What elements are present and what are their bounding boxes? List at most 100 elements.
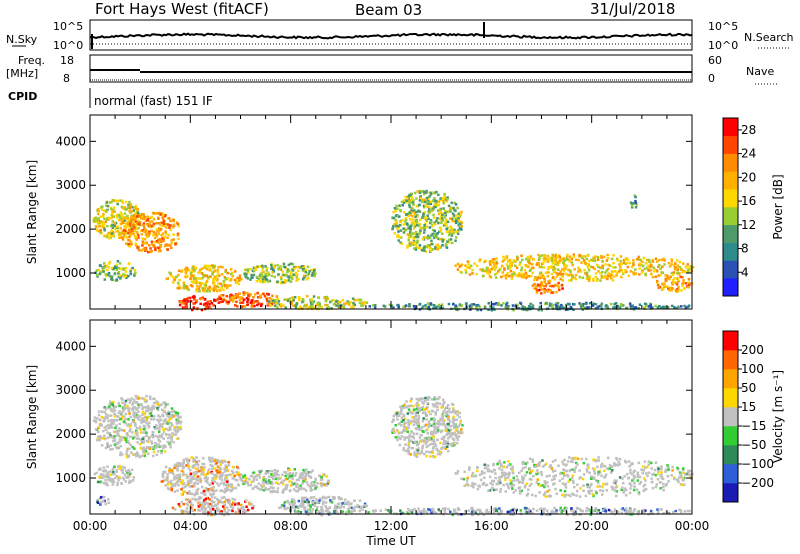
data-cell <box>412 238 415 241</box>
data-cell <box>396 411 400 414</box>
data-cell <box>111 472 114 476</box>
data-cell <box>123 225 126 228</box>
data-cell <box>142 449 145 453</box>
data-cell <box>443 222 447 226</box>
data-cell <box>436 217 439 220</box>
data-cell <box>192 460 195 463</box>
data-cell <box>427 305 430 309</box>
data-cell <box>532 278 536 282</box>
data-cell <box>427 396 431 399</box>
data-cell <box>219 460 223 463</box>
data-cell <box>266 272 269 275</box>
data-cell <box>113 224 116 228</box>
data-cell <box>253 304 256 308</box>
data-cell <box>495 272 499 275</box>
data-cell <box>449 209 452 212</box>
data-cell <box>409 422 412 425</box>
data-cell <box>670 287 674 290</box>
data-cell <box>171 470 174 474</box>
data-cell <box>427 244 430 247</box>
data-cell <box>601 270 604 274</box>
data-cell <box>304 303 307 307</box>
data-cell <box>418 302 422 306</box>
nsearch-tick-top: 10^5 <box>708 20 738 33</box>
data-cell <box>185 304 188 308</box>
data-cell <box>408 303 411 306</box>
data-cell <box>398 443 402 447</box>
data-cell <box>444 442 447 445</box>
data-cell <box>262 489 266 492</box>
data-cell <box>257 277 261 280</box>
data-cell <box>420 451 424 454</box>
data-cell <box>570 257 573 261</box>
data-cell <box>125 242 128 245</box>
data-cell <box>97 426 100 430</box>
data-cell <box>586 263 589 266</box>
data-cell <box>316 303 320 307</box>
data-cell <box>227 464 231 467</box>
data-cell <box>216 471 219 474</box>
data-cell <box>579 304 583 307</box>
data-cell <box>168 467 171 470</box>
data-cell <box>599 266 602 269</box>
data-cell <box>305 500 308 504</box>
data-cell <box>166 244 170 247</box>
data-cell <box>199 477 202 481</box>
data-cell <box>198 475 201 479</box>
data-cell <box>554 257 558 260</box>
data-cell <box>332 511 335 515</box>
data-cell <box>671 273 675 277</box>
data-cell <box>101 476 104 480</box>
data-cell <box>421 198 424 202</box>
data-cell <box>363 504 366 507</box>
data-cell <box>252 273 256 277</box>
data-cell <box>657 284 660 287</box>
data-cell <box>568 303 571 306</box>
data-cell <box>146 452 150 455</box>
data-cell <box>211 476 214 480</box>
data-cell <box>172 440 175 444</box>
data-cell <box>610 276 613 280</box>
data-cell <box>118 232 121 235</box>
data-cell <box>318 304 321 308</box>
data-cell <box>123 216 127 219</box>
data-cell <box>197 287 201 290</box>
data-cell <box>391 429 394 432</box>
data-cell <box>177 421 180 424</box>
data-cell <box>179 301 182 304</box>
data-cell <box>600 256 603 259</box>
data-cell <box>200 468 203 472</box>
data-cell <box>410 233 414 236</box>
data-cell <box>128 472 132 475</box>
data-cell <box>189 469 192 472</box>
data-cell <box>117 267 120 270</box>
data-cell <box>450 232 453 235</box>
data-cell <box>104 273 107 276</box>
data-cell <box>418 247 421 250</box>
data-cell <box>156 401 160 404</box>
data-cell <box>154 441 157 445</box>
data-cell <box>225 506 229 509</box>
data-cell <box>446 440 450 443</box>
data-cell <box>516 257 519 260</box>
data-cell <box>237 483 240 486</box>
data-cell <box>230 296 234 299</box>
data-cell <box>432 304 436 307</box>
data-cell <box>347 301 350 304</box>
data-cell <box>493 268 497 272</box>
data-cell <box>479 308 483 312</box>
data-cell <box>200 272 204 275</box>
data-cell <box>655 269 659 272</box>
data-cell <box>430 398 434 401</box>
data-cell <box>312 270 316 273</box>
data-cell <box>150 240 154 243</box>
data-cell <box>482 274 485 278</box>
data-cell <box>107 232 111 235</box>
data-cell <box>138 443 142 446</box>
data-cell <box>411 416 414 419</box>
data-cell <box>414 230 418 234</box>
data-cell <box>547 266 550 269</box>
data-cell <box>566 274 570 277</box>
data-cell <box>391 431 394 434</box>
data-cell <box>545 271 548 275</box>
